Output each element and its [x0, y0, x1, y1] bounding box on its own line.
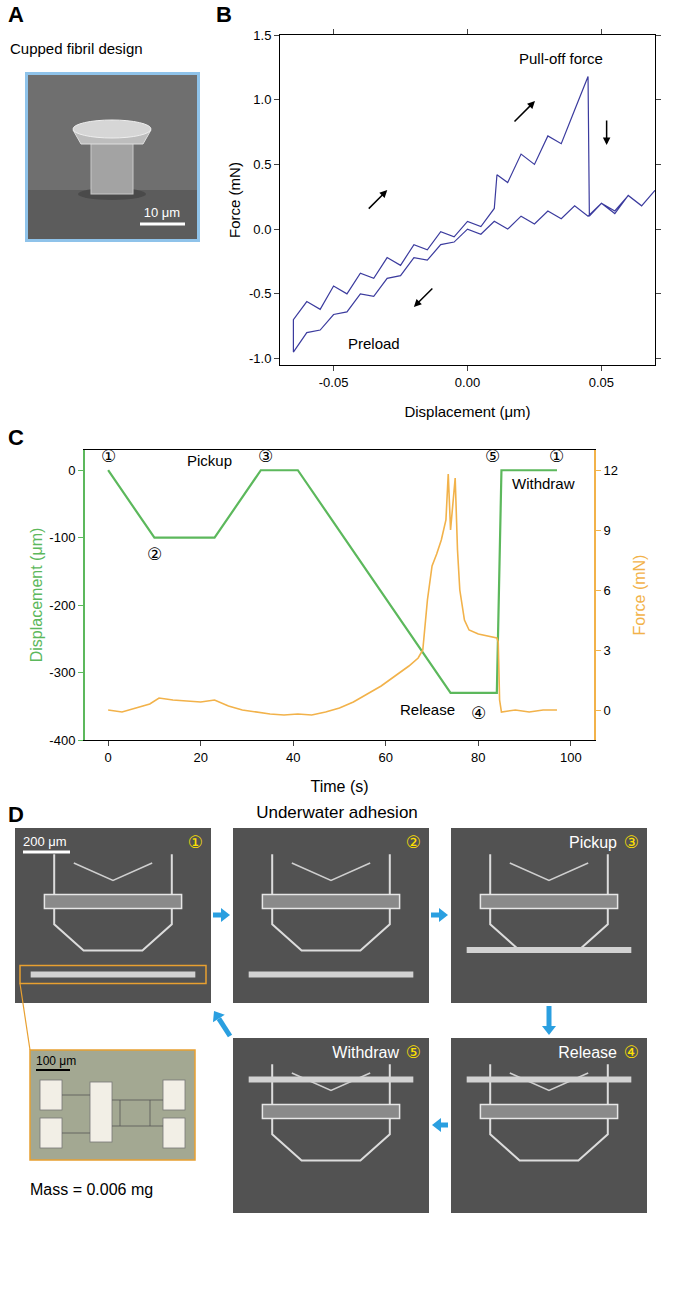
svg-text:40: 40: [286, 750, 300, 765]
svg-text:③: ③: [624, 833, 639, 852]
svg-text:Withdraw: Withdraw: [512, 475, 575, 492]
html-text:C: C: [8, 425, 24, 450]
svg-text:Preload: Preload: [348, 335, 400, 352]
svg-text:④: ④: [624, 1043, 639, 1062]
svg-text:Force (mN): Force (mN): [631, 555, 648, 636]
svg-text:Release: Release: [400, 701, 455, 718]
html-text:A: A: [8, 2, 24, 27]
svg-text:20: 20: [193, 750, 207, 765]
svg-text:200 μm: 200 μm: [23, 834, 67, 849]
svg-text:0: 0: [68, 463, 75, 478]
svg-text:3: 3: [604, 643, 611, 658]
svg-text:0.5: 0.5: [253, 157, 271, 172]
svg-text:①: ①: [549, 447, 564, 466]
svg-text:0.0: 0.0: [253, 222, 271, 237]
svg-text:①: ①: [188, 833, 203, 852]
html-text:B: B: [216, 2, 232, 27]
svg-text:D: D: [8, 802, 24, 827]
svg-text:9: 9: [604, 523, 611, 538]
svg-text:10 μm: 10 μm: [144, 205, 180, 220]
svg-text:Displacement (μm): Displacement (μm): [404, 403, 530, 420]
svg-text:-400: -400: [49, 733, 75, 748]
svg-text:0: 0: [604, 703, 611, 718]
svg-text:-100: -100: [49, 530, 75, 545]
svg-text:-200: -200: [49, 598, 75, 613]
svg-text:-0.5: -0.5: [249, 286, 271, 301]
svg-text:12: 12: [604, 463, 618, 478]
svg-text:②: ②: [147, 545, 162, 564]
svg-text:-1.0: -1.0: [249, 351, 271, 366]
svg-text:0: 0: [105, 750, 112, 765]
svg-text:③: ③: [258, 447, 273, 466]
svg-text:Displacement (μm): Displacement (μm): [28, 528, 45, 663]
svg-text:100 μm: 100 μm: [36, 1054, 76, 1068]
svg-text:-0.05: -0.05: [319, 375, 349, 390]
svg-text:Underwater adhesion: Underwater adhesion: [256, 803, 418, 822]
svg-text:0.05: 0.05: [589, 375, 614, 390]
svg-text:Withdraw: Withdraw: [332, 1044, 399, 1061]
svg-text:Pickup: Pickup: [187, 452, 232, 469]
svg-text:⑤: ⑤: [406, 1043, 421, 1062]
svg-text:Force (mN): Force (mN): [226, 162, 243, 238]
svg-text:1.5: 1.5: [253, 28, 271, 43]
svg-text:①: ①: [101, 447, 116, 466]
svg-text:Release: Release: [558, 1044, 617, 1061]
svg-text:6: 6: [604, 583, 611, 598]
svg-text:Mass = 0.006 mg: Mass = 0.006 mg: [30, 1181, 153, 1198]
svg-text:⑤: ⑤: [485, 447, 500, 466]
svg-text:②: ②: [406, 833, 421, 852]
svg-text:80: 80: [471, 750, 485, 765]
svg-text:100: 100: [560, 750, 582, 765]
svg-text:Pull-off force: Pull-off force: [519, 50, 603, 67]
svg-text:Pickup: Pickup: [569, 834, 617, 851]
svg-text:0.00: 0.00: [455, 375, 480, 390]
svg-text:Time (s): Time (s): [310, 778, 368, 795]
html-text:Cupped fibril design: Cupped fibril design: [10, 40, 143, 57]
svg-text:1.0: 1.0: [253, 92, 271, 107]
svg-text:60: 60: [379, 750, 393, 765]
svg-text:④: ④: [471, 704, 486, 723]
svg-text:-300: -300: [49, 665, 75, 680]
